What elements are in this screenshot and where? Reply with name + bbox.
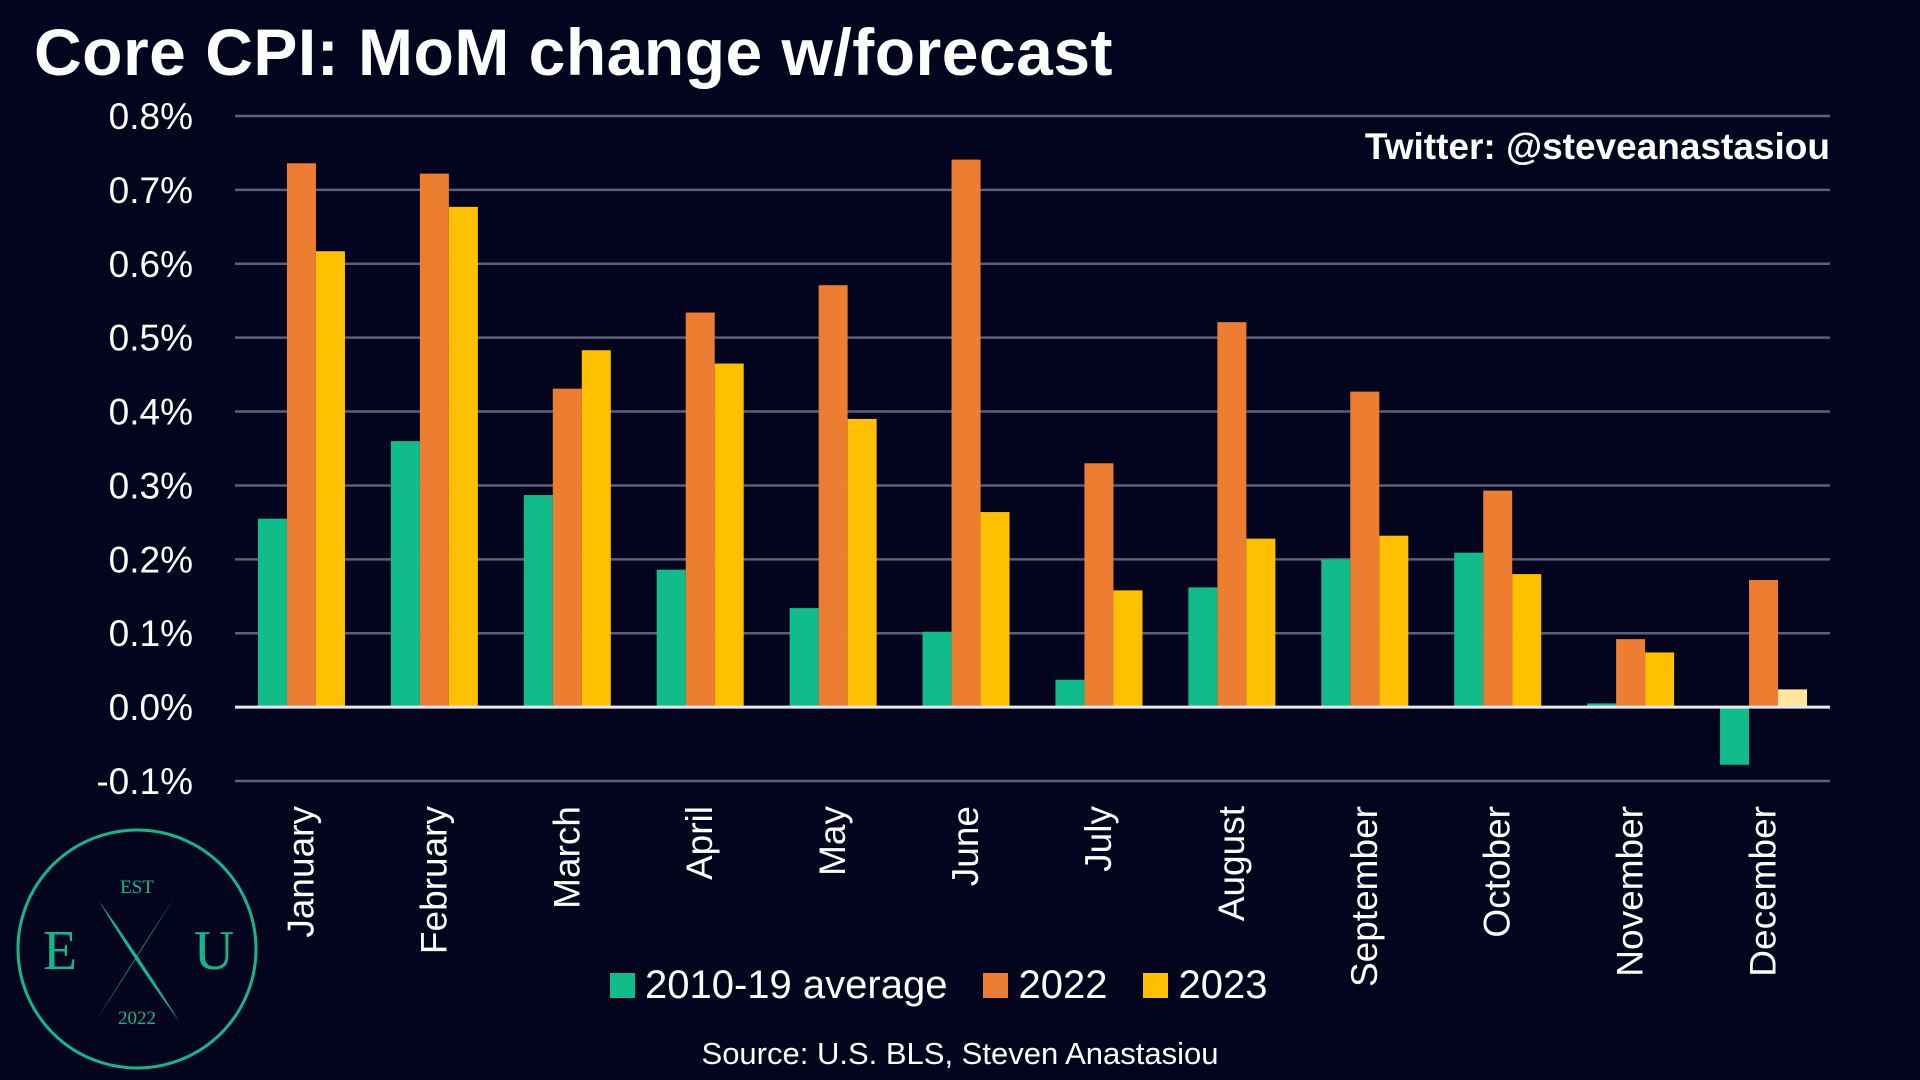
- logo-cross-stroke-1: [99, 901, 179, 1021]
- bar-august-series-2: [1246, 538, 1276, 708]
- bar-january-series-2: [315, 251, 345, 708]
- bar-march-series-2: [581, 350, 611, 708]
- bar-february-series-0: [390, 441, 420, 708]
- legend-item-avg: 2010-19 average: [610, 963, 947, 1008]
- logo-year-text: 2022: [118, 1008, 156, 1029]
- x-tick-label: September: [1344, 806, 1385, 987]
- bar-october-series-2: [1512, 574, 1542, 708]
- y-tick-label: 0.6%: [109, 244, 193, 285]
- bar-october-series-1: [1483, 490, 1513, 708]
- x-axis-ticks: January February March April May June July Augu…: [280, 805, 1783, 987]
- legend-label-2023: 2023: [1178, 963, 1268, 1007]
- legend-swatch-avg: [610, 973, 635, 998]
- bar-june-series-0: [922, 631, 952, 708]
- y-tick-label: 0.5%: [109, 318, 193, 359]
- y-tick-label: 0.1%: [109, 613, 193, 654]
- legend-label-2022: 2022: [1018, 963, 1108, 1007]
- logo-cross-stroke-2: [96, 898, 174, 1021]
- bar-june-series-2: [980, 512, 1010, 708]
- logo-est-text: EST: [120, 877, 154, 898]
- bar-july-series-2: [1113, 590, 1143, 708]
- bar-may-series-1: [818, 285, 848, 708]
- bar-september-series-0: [1321, 559, 1351, 708]
- legend-item-2023: 2023: [1143, 963, 1267, 1008]
- bar-may-series-0: [789, 608, 819, 708]
- y-axis-ticks: -0.1% 0.0% 0.1% 0.2% 0.3% 0.4% 0.5% 0.6% 0.7% 0.8…: [96, 96, 193, 802]
- bar-february-series-1: [419, 173, 449, 708]
- bar-november-series-0: [1587, 703, 1617, 708]
- y-tick-label: 0.3%: [109, 465, 193, 506]
- x-tick-label: July: [1078, 806, 1119, 872]
- legend-swatch-2023: [1143, 973, 1169, 998]
- legend-item-2022: 2022: [983, 963, 1107, 1008]
- bar-november-series-1: [1616, 639, 1646, 708]
- logo-letter-u: U: [194, 920, 234, 982]
- gridlines: [235, 114, 1830, 783]
- y-tick-label: 0.7%: [109, 170, 193, 211]
- chart-title: Core CPI: MoM change w/forecast: [34, 15, 1114, 89]
- bar-july-series-0: [1055, 679, 1085, 708]
- twitter-handle: Twitter: @steveanastasiou: [1364, 126, 1830, 167]
- bar-june-series-1: [951, 159, 981, 708]
- x-tick-label: May: [812, 806, 853, 876]
- x-tick-label: October: [1477, 806, 1518, 938]
- legend-label-avg: 2010-19 average: [645, 963, 948, 1007]
- bar-april-series-0: [656, 569, 686, 708]
- bar-january-series-0: [257, 518, 287, 708]
- legend: 2010-19 average 2022 2023: [610, 963, 1267, 1008]
- y-tick-label: -0.1%: [96, 761, 193, 802]
- y-tick-label: 0.8%: [109, 96, 193, 137]
- bars: [257, 159, 1808, 765]
- x-tick-label: January: [280, 806, 321, 938]
- bar-december-series-2: [1778, 689, 1808, 708]
- x-tick-label: June: [945, 806, 986, 886]
- exu-logo: EST E U 2022: [16, 828, 258, 1070]
- legend-swatch-2022: [983, 973, 1009, 998]
- y-tick-label: 0.4%: [109, 392, 193, 433]
- bar-august-series-1: [1217, 322, 1247, 708]
- x-tick-label: November: [1610, 806, 1651, 977]
- bar-march-series-1: [552, 388, 582, 708]
- x-tick-label: April: [679, 806, 720, 880]
- bar-may-series-2: [847, 418, 877, 708]
- x-tick-label: February: [413, 806, 454, 955]
- x-tick-label: August: [1211, 805, 1252, 921]
- bar-september-series-2: [1379, 535, 1409, 708]
- y-tick-label: 0.2%: [109, 539, 193, 580]
- y-tick-label: 0.0%: [109, 687, 193, 728]
- x-tick-label: March: [546, 806, 587, 909]
- source-note: Source: U.S. BLS, Steven Anastasiou: [701, 1036, 1219, 1071]
- bar-october-series-0: [1454, 552, 1484, 708]
- bar-august-series-0: [1188, 587, 1218, 708]
- bar-january-series-1: [286, 163, 316, 708]
- x-tick-label: December: [1743, 806, 1784, 977]
- logo-letter-e: E: [43, 920, 77, 982]
- bar-february-series-2: [448, 206, 478, 708]
- bar-april-series-1: [685, 312, 715, 708]
- bar-december-series-1: [1749, 580, 1779, 708]
- bar-november-series-2: [1645, 652, 1675, 708]
- bar-march-series-0: [523, 495, 553, 708]
- bar-september-series-1: [1350, 391, 1380, 708]
- bar-july-series-1: [1084, 463, 1114, 708]
- bar-december-series-0: [1720, 707, 1750, 765]
- bar-april-series-2: [714, 363, 744, 708]
